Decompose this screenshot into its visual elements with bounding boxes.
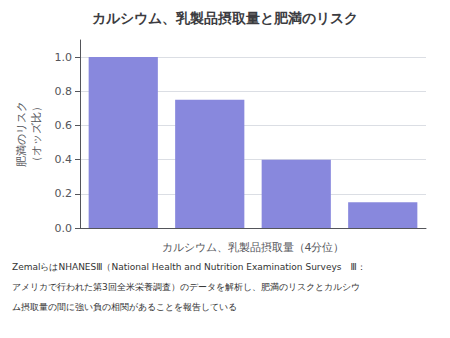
svg-text:0.2: 0.2 — [55, 187, 73, 200]
svg-text:0.8: 0.8 — [55, 85, 73, 98]
svg-text:ZemalらはNHANESⅢ（National Health: ZemalらはNHANESⅢ（National Health and Nutri… — [12, 262, 366, 272]
svg-text:0.0: 0.0 — [55, 222, 73, 235]
svg-text:1.0: 1.0 — [55, 51, 73, 64]
svg-text:カルシウム、乳製品摂取量（4分位）: カルシウム、乳製品摂取量（4分位） — [162, 241, 345, 254]
svg-text:（オッズ比）: （オッズ比） — [30, 101, 43, 167]
svg-text:0.4: 0.4 — [55, 153, 73, 166]
svg-text:肥満のリスク: 肥満のリスク — [15, 101, 28, 167]
svg-text:0.6: 0.6 — [55, 119, 73, 132]
svg-text:ム摂取量の間に強い負の相関があることを報告している: ム摂取量の間に強い負の相関があることを報告している — [12, 302, 237, 312]
svg-text:アメリカで行われた第3回全米栄養調査）のデータを解析し、肥満: アメリカで行われた第3回全米栄養調査）のデータを解析し、肥満のリスクとカルシウ — [12, 282, 360, 292]
svg-text:カルシウム、乳製品摂取量と肥満のリスク: カルシウム、乳製品摂取量と肥満のリスク — [92, 10, 358, 26]
